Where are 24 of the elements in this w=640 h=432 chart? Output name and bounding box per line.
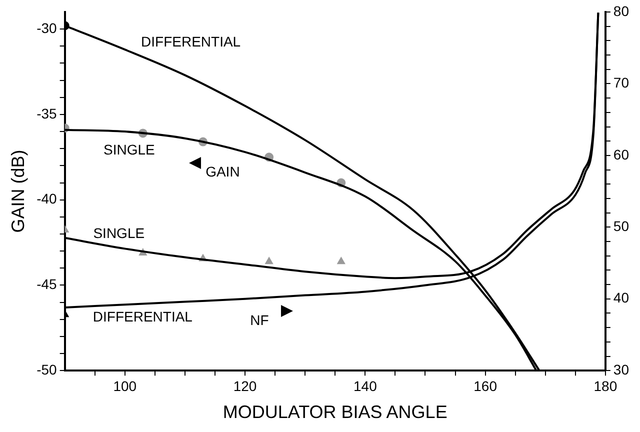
y-tick-label: -30 [36, 20, 58, 36]
y2-tick-label: 30 [613, 361, 630, 378]
y2-tick-label: 70 [613, 74, 630, 91]
y2-tick-label: 80 [613, 2, 630, 19]
x-tick-label: 160 [474, 378, 498, 394]
annotation: DIFFERENTIAL [141, 33, 241, 50]
x-tick-label: 140 [353, 378, 378, 394]
annotation: SINGLE [103, 141, 155, 158]
annotation: NF [250, 312, 269, 328]
y2-tick-label: 60 [613, 146, 630, 162]
y-tick-label: -50 [36, 361, 58, 378]
y-tick-label: -35 [36, 105, 58, 122]
annotation: GAIN [206, 164, 240, 180]
annotation: SINGLE [93, 224, 145, 241]
x-axis-title: MODULATOR BIAS ANGLE [222, 402, 448, 422]
x-tick-label: 180 [594, 378, 618, 394]
annotation: DIFFERENTIAL [92, 308, 193, 324]
y-tick-label: -45 [36, 276, 58, 292]
x-tick-label: 120 [233, 378, 257, 394]
y-tick-label: -40 [36, 190, 58, 207]
y2-tick-label: 50 [613, 218, 630, 234]
y2-tick-label: 40 [613, 290, 630, 306]
x-tick-label: 100 [113, 378, 137, 394]
y-axis-title: GAIN (dB) [8, 150, 28, 233]
